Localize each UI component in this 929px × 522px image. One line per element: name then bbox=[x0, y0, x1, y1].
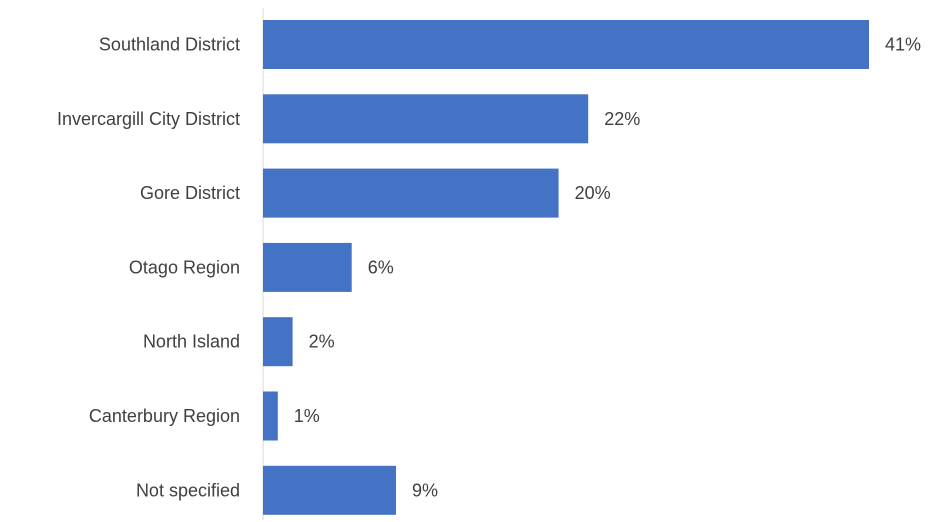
category-label-gore-district: Gore District bbox=[140, 183, 240, 203]
data-label-otago-region: 6% bbox=[368, 257, 394, 277]
data-labels: 41% 22% 20% 6% 2% 1% 9% bbox=[294, 35, 921, 501]
category-label-invercargill-city-district: Invercargill City District bbox=[57, 109, 240, 129]
category-label-southland-district: Southland District bbox=[99, 35, 240, 55]
bar-otago-region bbox=[263, 242, 352, 292]
bar-southland-district bbox=[263, 20, 869, 69]
data-label-invercargill-city-district: 22% bbox=[604, 109, 640, 129]
category-label-canterbury-region: Canterbury Region bbox=[89, 406, 240, 426]
data-label-not-specified: 9% bbox=[412, 480, 438, 500]
category-labels: Southland District Invercargill City Dist… bbox=[57, 35, 240, 501]
category-label-otago-region: Otago Region bbox=[129, 257, 240, 277]
bar-gore-district bbox=[263, 168, 559, 218]
data-label-gore-district: 20% bbox=[575, 183, 611, 203]
bar-series bbox=[263, 20, 869, 515]
bar-not-specified bbox=[263, 465, 396, 515]
data-label-north-island: 2% bbox=[309, 332, 335, 352]
category-label-not-specified: Not specified bbox=[136, 480, 240, 500]
bar-invercargill-city-district bbox=[263, 94, 589, 144]
data-label-southland-district: 41% bbox=[885, 35, 921, 55]
bar-canterbury-region bbox=[263, 391, 278, 441]
category-label-north-island: North Island bbox=[143, 332, 240, 352]
data-label-canterbury-region: 1% bbox=[294, 406, 320, 426]
bar-north-island bbox=[263, 317, 293, 367]
